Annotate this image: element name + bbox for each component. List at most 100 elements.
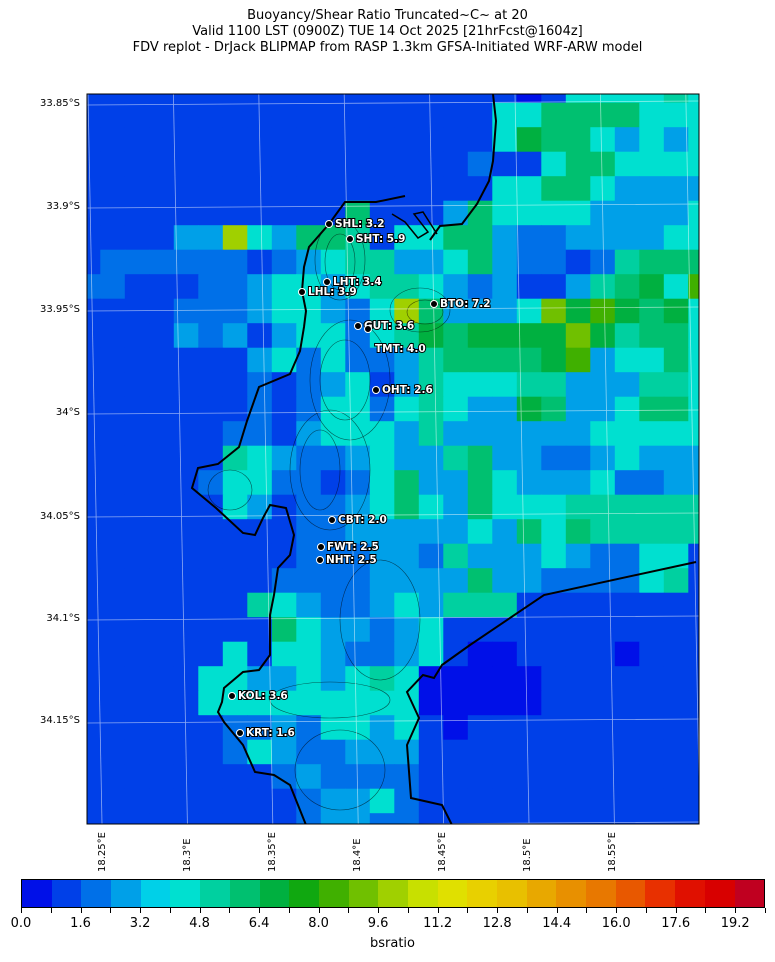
colorbar-bin: [318, 880, 349, 907]
grid-cell: [124, 127, 150, 153]
colorbar-tick-mark: [467, 908, 469, 913]
colorbar-tick-mark: [407, 908, 409, 913]
grid-cell: [124, 617, 150, 643]
grid-cell: [516, 788, 542, 814]
grid-cell: [688, 494, 699, 520]
grid-cell: [124, 666, 150, 692]
grid-cell: [663, 347, 689, 373]
grid-cell: [222, 94, 248, 104]
station-marker: LHL: 3.9: [298, 285, 358, 299]
grid-cell: [418, 470, 444, 496]
grid-cell: [271, 151, 297, 177]
grid-cell: [418, 421, 444, 447]
grid-cell: [198, 666, 224, 692]
grid-cell: [198, 690, 224, 716]
grid-cell: [418, 494, 444, 520]
colorbar-bin: [111, 880, 141, 907]
grid-cell: [124, 274, 150, 300]
grid-cell: [492, 249, 518, 275]
grid-cell: [418, 715, 444, 741]
grid-cell: [639, 690, 665, 716]
lat-label: 34.1°S: [46, 613, 80, 624]
grid-cell: [443, 445, 469, 471]
grid-cell: [688, 421, 699, 447]
grid-cell: [639, 298, 665, 324]
grid-cell: [394, 347, 420, 373]
station-marker: CBT: 2.0: [328, 513, 388, 527]
grid-cell: [369, 396, 395, 422]
grid-cell: [663, 421, 689, 447]
colorbar-tick-mark: [645, 908, 647, 913]
grid-cell: [639, 764, 665, 790]
grid-cell: [198, 225, 224, 251]
lat-label: 33.85°S: [40, 98, 80, 109]
grid-cell: [394, 274, 420, 300]
longitude-line: [173, 94, 188, 824]
grid-cell: [173, 666, 199, 692]
station-dot: [236, 729, 244, 737]
grid-cell: [198, 176, 224, 202]
colorbar-tick-mark: [50, 908, 52, 913]
grid-cell: [467, 788, 493, 814]
grid-cell: [124, 592, 150, 618]
grid-cell: [100, 543, 126, 569]
grid-cell: [345, 568, 371, 594]
grid-cell: [418, 739, 444, 765]
grid-cell: [100, 445, 126, 471]
grid-cell: [369, 568, 395, 594]
grid-cell: [443, 151, 469, 177]
grid-cell: [418, 519, 444, 545]
grid-cell: [296, 666, 322, 692]
grid-cell: [541, 445, 567, 471]
grid-cell: [688, 470, 699, 496]
grid-cell: [639, 225, 665, 251]
grid-cell: [688, 739, 699, 765]
grid-cell: [296, 127, 322, 153]
grid-cell: [688, 543, 699, 569]
grid-cell: [394, 764, 420, 790]
grid-cell: [565, 445, 591, 471]
grid-cell: [394, 323, 420, 349]
grid-cell: [124, 739, 150, 765]
bsratio-field: [87, 94, 699, 824]
station-label: NHT: 2.5: [326, 554, 377, 566]
grid-cell: [418, 690, 444, 716]
grid-cell: [320, 421, 346, 447]
grid-cell: [639, 592, 665, 618]
grid-cell: [541, 323, 567, 349]
grid-cell: [614, 641, 640, 667]
station-dot: [354, 322, 362, 330]
grid-cell: [467, 690, 493, 716]
grid-cell: [443, 666, 469, 692]
colorbar-bin: [704, 880, 735, 907]
colorbar-tick-mark: [378, 908, 380, 913]
colorbar-tick-mark: [21, 908, 22, 913]
grid-cell: [688, 347, 699, 373]
grid-cell: [516, 323, 542, 349]
grid-cell: [198, 127, 224, 153]
grid-cell: [271, 127, 297, 153]
grid-cell: [394, 151, 420, 177]
grid-cell: [541, 568, 567, 594]
grid-cell: [100, 127, 126, 153]
grid-cell: [443, 421, 469, 447]
grid-cell: [87, 690, 101, 716]
grid-cell: [688, 225, 699, 251]
colorbar-tick-mark: [616, 908, 618, 913]
grid-cell: [222, 470, 248, 496]
grid-cell: [516, 94, 542, 104]
colorbar-bin: [734, 880, 765, 907]
colorbar-tick-mark: [497, 908, 499, 913]
grid-cell: [639, 151, 665, 177]
map-valid-time: Valid 1100 LST (0900Z) TUE 14 Oct 2025 […: [192, 24, 583, 39]
grid-cell: [247, 200, 273, 226]
grid-cell: [247, 739, 273, 765]
grid-cell: [541, 739, 567, 765]
station-marker: SHT: 5.9: [346, 232, 406, 246]
colorbar-bin: [645, 880, 676, 907]
grid-cell: [198, 396, 224, 422]
grid-cell: [124, 94, 150, 104]
grid-cell: [369, 715, 395, 741]
grid-cell: [565, 176, 591, 202]
grid-cell: [467, 543, 493, 569]
